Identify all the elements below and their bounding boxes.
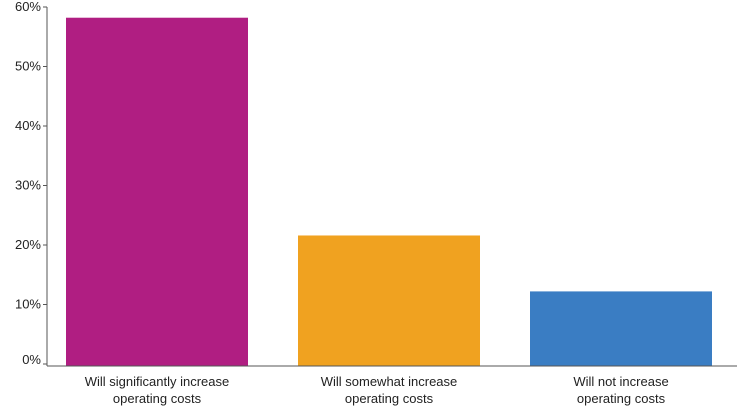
y-tick-label: 10% bbox=[15, 297, 41, 312]
y-tick-label: 30% bbox=[15, 178, 41, 193]
x-tick-label-line: operating costs bbox=[112, 391, 202, 406]
y-tick-label: 0% bbox=[22, 352, 41, 367]
x-tick-label-line: Will significantly increase bbox=[84, 374, 230, 389]
x-tick-label: Will significantly increase operating cos… bbox=[47, 373, 267, 407]
y-tick-label: 60% bbox=[15, 0, 41, 14]
x-tick-label: Will not increase operating costs bbox=[511, 373, 731, 407]
y-axis: 0% 10% 20% 30% 40% 50% 60% bbox=[15, 0, 48, 367]
x-tick-label-line: Will not increase bbox=[573, 374, 669, 389]
x-tick-label-line: operating costs bbox=[576, 391, 666, 406]
x-tick-label-line: Will somewhat increase bbox=[320, 374, 458, 389]
bar bbox=[530, 291, 712, 366]
x-tick-label-line: operating costs bbox=[344, 391, 434, 406]
bar bbox=[66, 17, 248, 367]
y-tick-label: 40% bbox=[15, 118, 41, 133]
y-tick-label: 50% bbox=[15, 59, 41, 74]
bar bbox=[298, 235, 480, 366]
bars bbox=[66, 17, 712, 367]
y-tick-label: 20% bbox=[15, 237, 41, 252]
x-tick-label: Will somewhat increase operating costs bbox=[279, 373, 499, 407]
